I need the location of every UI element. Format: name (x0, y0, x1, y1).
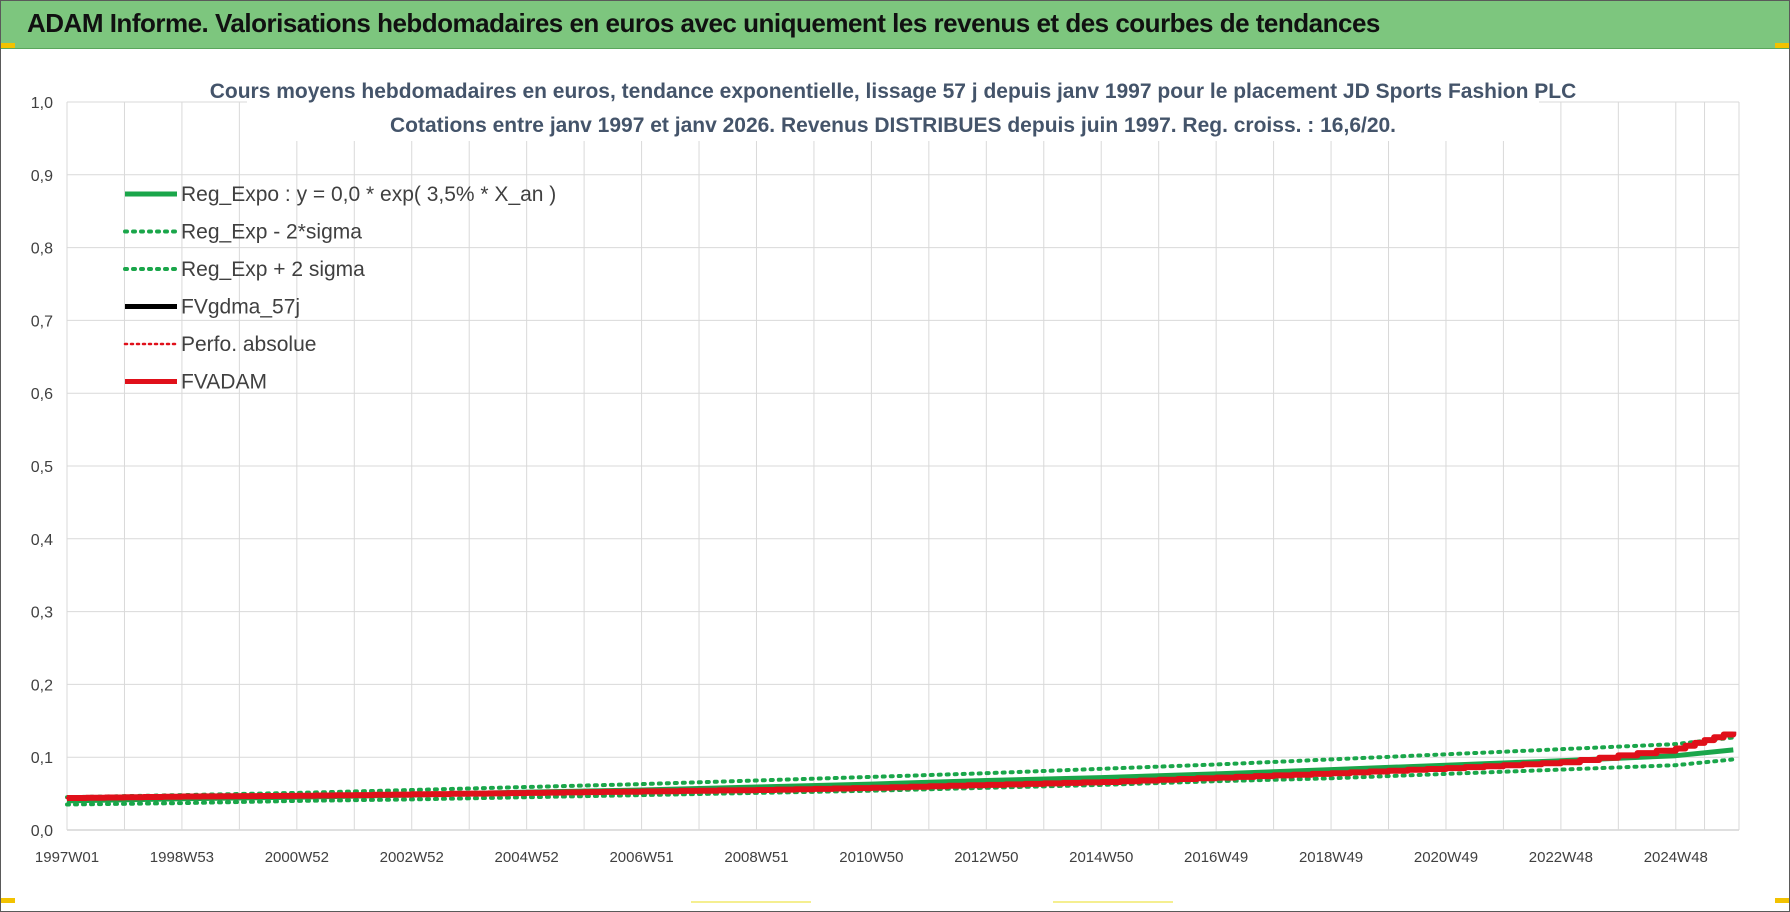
x-tick-label: 2022W48 (1529, 849, 1593, 866)
y-tick-label: 0,3 (31, 605, 53, 622)
x-tick-label: 2000W52 (265, 849, 329, 866)
legend-label: Reg_Exp + 2 sigma (181, 258, 365, 281)
report-banner: ADAM Informe. Valorisations hebdomadaire… (1, 1, 1789, 49)
legend: Reg_Expo : y = 0,0 * exp( 3,5% * X_an ) R… (123, 183, 556, 394)
corner-marker (1775, 43, 1789, 48)
y-tick-label: 0,7 (31, 313, 53, 330)
report-title: ADAM Informe. Valorisations hebdomadaire… (27, 8, 1380, 38)
x-tick-label: 2004W52 (495, 849, 559, 866)
axes: 0,0 0,1 0,2 0,3 0,4 0,5 0,6 0,7 0,8 0,9 1,0 1997W01… (31, 95, 1708, 866)
x-tick-label: 1997W01 (35, 849, 99, 866)
legend-label: FVADAM (181, 371, 267, 394)
corner-marker (1, 43, 15, 48)
y-tick-label: 0,1 (31, 750, 53, 767)
y-tick-label: 1,0 (31, 95, 53, 112)
title-background (247, 77, 1539, 141)
x-tick-label: 1998W53 (150, 849, 214, 866)
series-line (67, 731, 1737, 801)
corner-marker (1, 898, 15, 903)
series-layer (65, 730, 1737, 807)
y-tick-label: 0,4 (31, 532, 53, 549)
x-tick-label: 2014W50 (1069, 849, 1133, 866)
x-tick-label: 2006W51 (609, 849, 673, 866)
legend-label: FVgdma_57j (181, 296, 300, 319)
x-tick-label: 2010W50 (839, 849, 903, 866)
y-tick-label: 0,9 (31, 168, 53, 185)
x-tick-label: 2008W51 (724, 849, 788, 866)
corner-marker (1775, 898, 1789, 903)
x-tick-label: 2012W50 (954, 849, 1018, 866)
x-tick-label: 2024W48 (1644, 849, 1708, 866)
series-line (65, 757, 1736, 807)
grid (66, 101, 1740, 831)
x-tick-label: 2002W52 (380, 849, 444, 866)
x-tick-label: 2020W49 (1414, 849, 1478, 866)
decorative-underline (1053, 901, 1173, 903)
legend-label: Reg_Exp - 2*sigma (181, 221, 362, 244)
series-line (65, 735, 1736, 800)
y-tick-label: 0,5 (31, 459, 53, 476)
chart-subtitle: Cotations entre janv 1997 et janv 2026. … (390, 114, 1396, 137)
legend-label: Reg_Expo : y = 0,0 * exp( 3,5% * X_an ) (181, 183, 556, 206)
y-tick-label: 0,2 (31, 677, 53, 694)
x-tick-label: 2018W49 (1299, 849, 1363, 866)
y-tick-label: 0,6 (31, 386, 53, 403)
legend-label: Perfo. absolue (181, 333, 316, 356)
chart-title: Cours moyens hebdomadaires en euros, ten… (210, 80, 1577, 103)
decorative-underline (691, 901, 811, 903)
x-tick-label: 2016W49 (1184, 849, 1248, 866)
y-tick-label: 0,0 (31, 823, 53, 840)
y-tick-label: 0,8 (31, 241, 53, 258)
